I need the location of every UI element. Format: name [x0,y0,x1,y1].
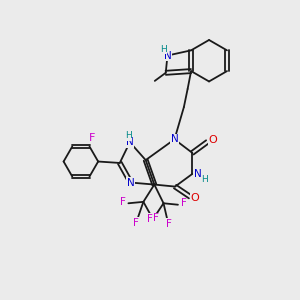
Text: N: N [126,137,134,147]
Text: H: H [201,175,208,184]
Text: F: F [88,134,95,143]
Text: F: F [120,197,126,207]
Text: N: N [171,134,178,144]
Text: N: N [194,169,201,179]
Text: H: H [160,45,166,54]
Text: F: F [153,213,159,223]
Text: O: O [208,136,217,146]
Text: N: N [164,50,171,61]
Text: F: F [181,198,187,208]
Text: F: F [133,218,139,228]
Text: F: F [167,219,172,229]
Text: H: H [125,131,132,140]
Text: F: F [147,214,153,224]
Text: N: N [127,178,135,188]
Text: O: O [191,193,200,203]
